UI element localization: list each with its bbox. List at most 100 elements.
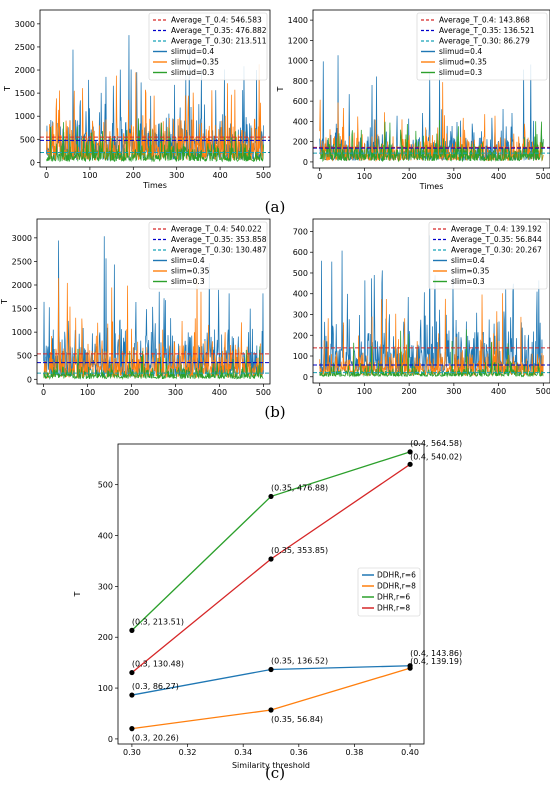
y-tick-label: 1500	[15, 89, 35, 98]
x-tick-label: 400	[212, 388, 227, 397]
legend-entry-series: slimud=0.35	[171, 58, 219, 67]
y-tick-label: 300	[293, 310, 308, 319]
data-label: (0.4, 139.19)	[410, 657, 462, 666]
legend-entry-average: Average_T_0.30: 86.279	[439, 37, 530, 46]
y-tick-label: 600	[293, 97, 308, 106]
y-tick-label: 700	[293, 227, 308, 236]
x-tick-label: 300	[446, 387, 461, 396]
legend-box	[148, 221, 268, 290]
legend-entry-average: Average_T_0.4: 540.022	[171, 225, 262, 234]
x-axis-label: Similarity threshold	[232, 761, 310, 770]
data-label: (0.3, 130.48)	[132, 660, 184, 669]
data-label: (0.3, 20.26)	[132, 734, 179, 743]
x-tick-label: 300	[169, 171, 184, 180]
data-point	[407, 461, 413, 467]
panel-label-c: (c)	[265, 764, 285, 782]
legend: DDHR,r=6 DDHR,r=8 DHR,r=6 DHR,r=8	[357, 567, 421, 617]
data-label: (0.35, 353.85)	[271, 546, 328, 555]
legend-entry-series: slimud=0.35	[439, 58, 487, 67]
x-tick-label: 500	[256, 171, 271, 180]
legend-entry-average: Average_T_0.35: 353.858	[171, 235, 267, 244]
panel-label-a: (a)	[265, 198, 286, 216]
y-axis-label: T	[0, 299, 9, 305]
y-tick-label: 2500	[15, 43, 35, 52]
x-tick-label: 100	[80, 388, 95, 397]
legend-entry-average: Average_T_0.30: 20.267	[451, 246, 542, 255]
legend-entry-series: slimud=0.4	[171, 47, 214, 56]
legend-entry: DHR,r=6	[377, 593, 410, 602]
axes-frame	[312, 9, 550, 169]
x-tick-label: 300	[168, 388, 183, 397]
y-tick-label: 1000	[12, 328, 32, 337]
y-tick-label: 1200	[288, 36, 308, 45]
legend-entry-series: slimud=0.4	[439, 47, 482, 56]
y-tick-label: 2000	[12, 281, 32, 290]
x-tick-label: 100	[357, 172, 372, 181]
data-point	[268, 666, 274, 673]
legend-entry-average: Average_T_0.4: 139.192	[451, 225, 542, 234]
data-label: (0.4, 540.02)	[410, 452, 462, 461]
data-label: (0.3, 86.27)	[132, 682, 179, 691]
x-tick-label: 0.30	[123, 748, 141, 757]
legend-entry: DDHR,r=6	[377, 571, 416, 580]
legend-box	[148, 12, 268, 81]
legend-entry-series: slimud=0.3	[171, 68, 214, 77]
x-tick-label: 200	[402, 387, 417, 396]
legend-entry: DDHR,r=8	[377, 582, 416, 591]
y-tick-label: 500	[98, 481, 113, 490]
legend-entry-average: Average_T_0.30: 213.511	[171, 37, 267, 46]
legend-entry-series: slim=0.35	[451, 267, 490, 276]
y-tick-label: 100	[293, 352, 308, 361]
x-tick-label: 200	[402, 172, 417, 181]
legend-entry-average: Average_T_0.35: 56.844	[451, 235, 542, 244]
y-tick-label: 2000	[15, 66, 35, 75]
data-point	[129, 669, 135, 676]
x-axis-label: Times	[142, 181, 167, 190]
legend-entry-series: slim=0.35	[171, 267, 210, 276]
data-point	[268, 707, 274, 713]
y-tick-label: 600	[293, 248, 308, 257]
legend-entry-series: slimud=0.3	[439, 68, 482, 77]
series-line-1	[43, 276, 264, 379]
legend-box	[357, 567, 421, 617]
x-tick-label: 0	[44, 171, 49, 180]
y-tick-label: 3000	[15, 20, 35, 29]
legend-entry-average: Average_T_0.35: 476.882	[171, 26, 267, 35]
x-tick-label: 0	[317, 387, 322, 396]
legend-entry-series: slim=0.3	[171, 277, 205, 286]
y-tick-label: 1000	[288, 57, 308, 66]
legend-box	[428, 221, 548, 290]
y-tick-label: 200	[293, 331, 308, 340]
y-tick-label: 400	[293, 290, 308, 299]
y-tick-label: 0	[303, 373, 308, 382]
y-tick-label: 200	[98, 633, 113, 642]
x-tick-label: 400	[212, 171, 227, 180]
y-tick-label: 0	[27, 375, 32, 384]
x-tick-label: 300	[446, 172, 461, 181]
series-line-2	[43, 346, 264, 381]
y-axis-label: T	[3, 86, 12, 92]
x-tick-label: 400	[491, 387, 506, 396]
x-tick-label: 200	[124, 388, 139, 397]
data-point	[129, 726, 135, 732]
y-tick-label: 3000	[12, 234, 32, 243]
y-tick-label: 1400	[288, 16, 308, 25]
x-tick-label: 200	[126, 171, 141, 180]
x-tick-label: 0.34	[234, 748, 252, 757]
chart-b-left: 0 100 200 300 400 500 0 500 1000 1500 2000 2500 3000…	[0, 218, 271, 397]
data-label: (0.4, 143.86)	[410, 649, 462, 658]
data-label: (0.4, 564.58)	[410, 439, 462, 448]
y-tick-label: 0	[108, 735, 113, 744]
y-axis-label: T	[73, 591, 82, 597]
y-tick-label: 500	[20, 135, 35, 144]
x-tick-label: 0.38	[346, 748, 364, 757]
chart-b-right: 0 100 200 300 400 500 0 100 200 300 400 500 600 700 Av…	[293, 218, 550, 396]
data-label: (0.35, 476.88)	[271, 483, 328, 492]
y-tick-label: 2500	[12, 257, 32, 266]
x-tick-label: 500	[536, 387, 550, 396]
legend-entry-average: Average_T_0.4: 143.868	[439, 16, 530, 25]
y-tick-label: 300	[98, 582, 113, 591]
